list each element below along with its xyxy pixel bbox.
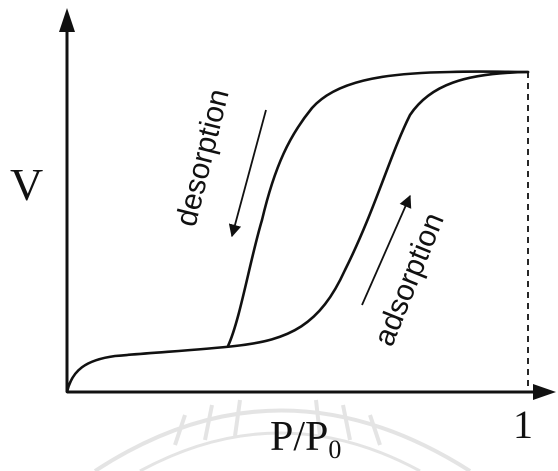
adsorption-curve bbox=[65, 70, 530, 394]
y-axis-label: V bbox=[10, 159, 43, 210]
adsorption-arrow bbox=[361, 194, 412, 306]
desorption-arrow bbox=[228, 109, 267, 238]
x-axis-label-subscript: 0 bbox=[328, 435, 341, 464]
watermark-seal bbox=[93, 399, 472, 471]
x-axis-label: P/P0 bbox=[270, 414, 341, 464]
desorption-label: desorption bbox=[170, 86, 236, 230]
x-axis-label-main: P/P bbox=[270, 414, 328, 460]
adsorption-label: adsorption bbox=[368, 208, 451, 350]
desorption-curve bbox=[226, 70, 530, 348]
y-axis-arrowhead bbox=[59, 8, 75, 32]
x-axis-arrowhead bbox=[533, 384, 556, 400]
x-tick-label-one: 1 bbox=[513, 402, 533, 447]
